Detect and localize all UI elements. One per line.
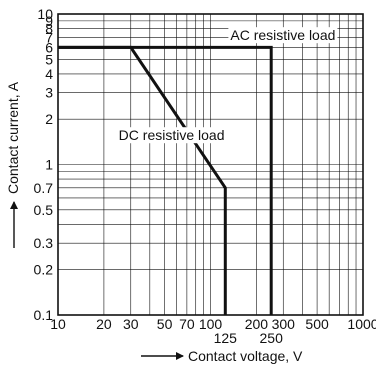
x-tick-label: 125: [214, 330, 238, 346]
annotation-background: [116, 127, 227, 144]
annotation-background: [228, 27, 338, 44]
annotations: AC resistive load DC resistive load: [116, 27, 338, 144]
y-tick-label: 1: [45, 157, 53, 173]
y-tick-label: 2: [45, 111, 53, 127]
y-tick-label: 3: [45, 85, 53, 101]
x-axis-label: Contact voltage, V: [188, 348, 303, 364]
x-tick-label: 70: [179, 316, 195, 332]
x-tick-label: 300: [272, 316, 296, 332]
y-tick-label: 0.5: [34, 202, 54, 218]
y-tick-label: 0.2: [34, 262, 54, 278]
y-tick-label: 6: [45, 39, 53, 55]
x-tick-label: 1000: [347, 316, 376, 332]
x-tick-label: 50: [157, 316, 173, 332]
dc-load-label: DC resistive load: [119, 127, 225, 143]
x-tick-label: 10: [50, 316, 66, 332]
y-tick-label: 9: [45, 13, 53, 29]
grid: [58, 14, 363, 315]
x-tick-label: 500: [305, 316, 329, 332]
x-tick-label: 20: [96, 316, 112, 332]
y-tick-label: 0.3: [34, 235, 54, 251]
y-tick-label: 10: [37, 6, 53, 22]
x-tick-label: 100: [199, 316, 223, 332]
y-tick-label: 7: [45, 29, 53, 45]
x-tick-label: 200: [245, 316, 269, 332]
y-tick-label: 0.7: [34, 180, 54, 196]
y-tick-label: 5: [45, 51, 53, 67]
y-axis-label: Contact current, A: [5, 81, 21, 194]
x-tick-label: 250: [260, 330, 284, 346]
x-tick-label: 30: [123, 316, 139, 332]
series-line-dc: [58, 45, 227, 315]
y-tick-label: 4: [45, 66, 53, 82]
y-tick-label: 0.1: [34, 307, 54, 323]
plot-frame: [57, 13, 364, 316]
series-lines: [58, 45, 273, 315]
y-tick-label: 8: [45, 21, 53, 37]
ac-load-label: AC resistive load: [230, 27, 335, 43]
